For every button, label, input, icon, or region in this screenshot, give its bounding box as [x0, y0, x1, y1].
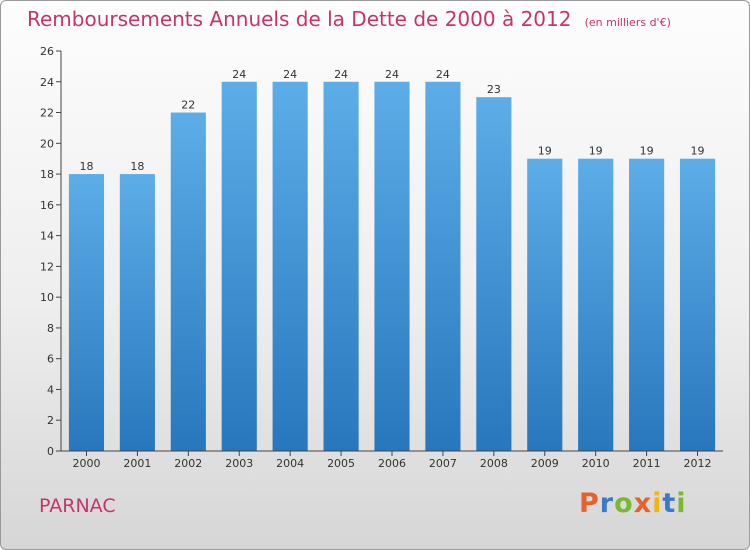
x-tick-label-2001: 2001 — [123, 457, 151, 470]
value-label-2008: 23 — [487, 83, 501, 96]
value-label-2010: 19 — [589, 145, 603, 158]
value-label-2004: 24 — [283, 68, 297, 81]
bar-2008 — [476, 97, 512, 452]
y-tick-label-0: 0 — [47, 445, 54, 458]
bar-2001 — [119, 174, 155, 452]
y-tick-label-14: 14 — [40, 230, 54, 243]
value-label-2002: 22 — [181, 99, 195, 112]
value-label-2000: 18 — [79, 160, 93, 173]
value-label-2006: 24 — [385, 68, 399, 81]
y-tick-label-12: 12 — [40, 260, 54, 273]
proxiti-logo: Proxiti — [579, 488, 687, 519]
value-label-2012: 19 — [691, 145, 705, 158]
y-tick-label-10: 10 — [40, 291, 54, 304]
bar-2005 — [323, 81, 359, 452]
x-tick-label-2005: 2005 — [327, 457, 355, 470]
logo-letter-0: P — [579, 488, 600, 519]
logo-letter-4: i — [652, 488, 663, 519]
x-tick-label-2008: 2008 — [480, 457, 508, 470]
x-tick-label-2002: 2002 — [174, 457, 202, 470]
value-label-2009: 19 — [538, 145, 552, 158]
x-tick-label-2009: 2009 — [531, 457, 559, 470]
value-label-2007: 24 — [436, 68, 450, 81]
value-label-2011: 19 — [640, 145, 654, 158]
x-tick-label-2000: 2000 — [72, 457, 100, 470]
chart-unit: (en milliers d'€) — [584, 16, 671, 29]
y-tick-label-8: 8 — [47, 322, 54, 335]
value-label-2001: 18 — [130, 160, 144, 173]
bar-2009 — [527, 158, 563, 451]
bar-2000 — [68, 174, 105, 452]
y-tick-label-20: 20 — [40, 137, 54, 150]
x-tick-label-2004: 2004 — [276, 457, 304, 470]
bar-2003 — [221, 81, 257, 452]
bar-2004 — [272, 81, 308, 452]
logo-letter-1: r — [599, 488, 615, 519]
bar-2006 — [374, 81, 410, 452]
value-label-2005: 24 — [334, 68, 348, 81]
bar-2002 — [170, 112, 206, 452]
y-tick-label-18: 18 — [40, 168, 54, 181]
y-tick-label-22: 22 — [40, 107, 54, 120]
x-tick-label-2006: 2006 — [378, 457, 406, 470]
logo-letter-5: t — [662, 488, 677, 519]
y-tick-label-26: 26 — [40, 45, 54, 58]
logo-letter-2: o — [614, 488, 634, 519]
bar-2007 — [425, 81, 461, 452]
bar-2012 — [679, 158, 716, 451]
y-tick-label-16: 16 — [40, 199, 54, 212]
x-tick-label-2010: 2010 — [582, 457, 610, 470]
y-tick-label-24: 24 — [40, 76, 54, 89]
y-tick-label-4: 4 — [47, 383, 54, 396]
value-label-2003: 24 — [232, 68, 246, 81]
chart-title-block: Remboursements Annuels de la Dette de 20… — [27, 7, 671, 31]
y-tick-label-6: 6 — [47, 353, 54, 366]
bar-2010 — [578, 158, 614, 451]
x-tick-label-2007: 2007 — [429, 457, 457, 470]
x-tick-label-2011: 2011 — [633, 457, 661, 470]
bar-2011 — [629, 158, 665, 451]
x-tick-label-2003: 2003 — [225, 457, 253, 470]
x-tick-label-2012: 2012 — [684, 457, 712, 470]
logo-letter-3: x — [633, 488, 653, 519]
logo-letter-6: i — [676, 488, 687, 519]
y-tick-label-2: 2 — [47, 414, 54, 427]
chart-title: Remboursements Annuels de la Dette de 20… — [27, 7, 572, 31]
commune-name: PARNAC — [39, 495, 116, 517]
